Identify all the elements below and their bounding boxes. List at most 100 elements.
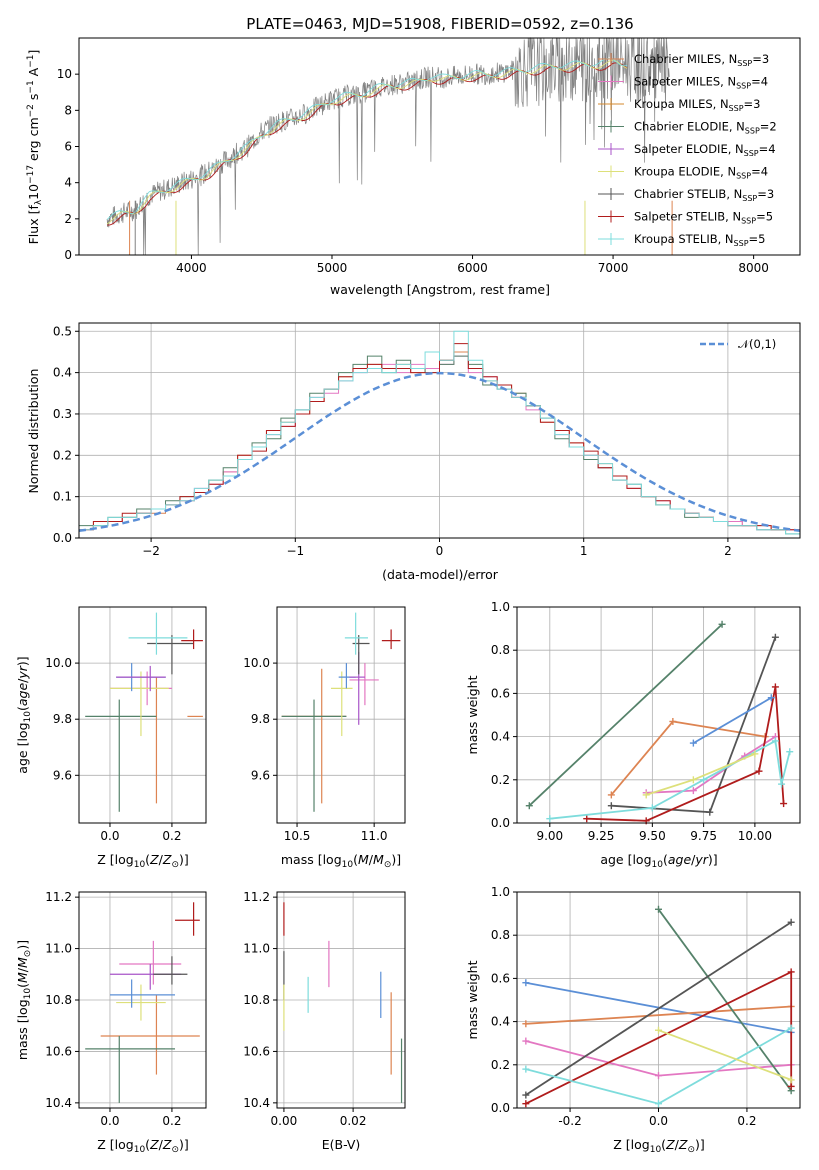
y-tick-label: 10.4: [243, 1096, 270, 1110]
gaussian-legend-label: 𝒩(0,1): [738, 337, 776, 351]
x-tick-label: 0.2: [162, 1114, 181, 1128]
error-bar: [85, 1036, 176, 1103]
y-tick-label: 0.0: [491, 816, 510, 830]
error-bar: [153, 956, 188, 985]
error-bar: [109, 671, 169, 737]
y-tick-label: 0: [64, 248, 72, 262]
weight-line: [658, 1029, 792, 1081]
weight-marker: [787, 1076, 795, 1084]
y-tick-label: 1.0: [491, 885, 510, 899]
weight-marker: [787, 968, 795, 976]
x-tick-label: 10.00: [738, 829, 772, 843]
spectrum-model-line: [106, 58, 628, 220]
weight-marker: [751, 750, 759, 758]
y-tick-label: 0.8: [491, 928, 510, 942]
error-bar: [381, 629, 401, 650]
y-tick-label: 9.6: [53, 768, 72, 782]
wZ-xlabel: Z [log10(Z/Z⊙)]: [613, 1137, 705, 1155]
weight-marker: [787, 918, 795, 926]
weight-marker: [700, 776, 708, 784]
figure-title: PLATE=0463, MJD=51908, FIBERID=0592, z=0…: [246, 15, 633, 33]
error-bar: [349, 663, 379, 706]
x-tick-label: 0.2: [737, 1114, 756, 1128]
x-tick-label: −1: [286, 544, 304, 558]
error-bar: [147, 635, 194, 675]
error-bar: [155, 677, 203, 804]
spectrum-legend: Chabrier MILES, NSSP=3 Salpeter MILES, NS…: [598, 52, 777, 248]
spectrum-ylabel: Flux [fλ10−17 erg cm−2 s−1 A−1]: [26, 50, 44, 245]
y-tick-label: 0.2: [491, 1058, 510, 1072]
wAge-xlabel: age [log10(age/yr)]: [600, 852, 717, 870]
weight-marker: [607, 791, 615, 799]
legend-label: Kroupa ELODIE, NSSP=4: [634, 165, 768, 181]
legend-label: Chabrier MILES, NSSP=3: [634, 52, 769, 68]
weight-marker: [522, 979, 530, 987]
y-tick-label: 10.4: [45, 1096, 72, 1110]
weight-line: [525, 921, 792, 1096]
weight-marker: [771, 737, 779, 745]
y-tick-label: 0.8: [491, 643, 510, 657]
mZ-ylabel: mass [log10(M/M⊙)]: [15, 940, 33, 1060]
x-tick-label: 9.00: [536, 829, 563, 843]
y-tick-label: 11.0: [45, 942, 72, 956]
gaussian-legend: 𝒩(0,1): [700, 337, 776, 351]
legend-label: Chabrier STELIB, NSSP=3: [634, 187, 774, 203]
weight-marker: [655, 1072, 662, 1080]
legend-label: Kroupa STELIB, NSSP=5: [634, 232, 765, 248]
weight-marker: [655, 905, 662, 913]
weight-marker: [755, 767, 763, 775]
y-tick-label: 0.6: [491, 686, 510, 700]
mZ-xlabel: Z [log10(Z/Z⊙)]: [97, 1137, 189, 1155]
y-tick-label: 0.0: [53, 531, 72, 545]
weight-marker: [583, 815, 591, 823]
error-bar: [109, 979, 176, 1008]
y-tick-label: 1.0: [491, 600, 510, 614]
legend-label: Salpeter MILES, NSSP=4: [634, 75, 768, 91]
x-tick-label: 7000: [598, 261, 629, 275]
weight-marker: [787, 1082, 795, 1090]
wZ-ylabel: mass weight: [465, 960, 480, 1039]
weight-line: [692, 696, 772, 744]
weight-marker: [718, 620, 726, 628]
weight-marker: [655, 1026, 662, 1034]
y-tick-label: 6: [64, 140, 72, 154]
legend-label: Chabrier ELODIE, NSSP=2: [634, 120, 777, 136]
y-tick-label: 0.2: [53, 448, 72, 462]
weight-marker: [522, 1100, 530, 1108]
weight-line: [646, 735, 776, 794]
histogram-step: [78, 330, 800, 538]
y-tick-label: 4: [64, 176, 72, 190]
x-tick-label: 8000: [738, 261, 769, 275]
y-tick-label: 10.0: [45, 656, 72, 670]
ageZ-xlabel: Z [log10(Z/Z⊙)]: [97, 852, 189, 870]
x-tick-label: 0.0: [100, 1114, 119, 1128]
weight-marker: [771, 633, 779, 641]
x-tick-label: 5000: [317, 261, 348, 275]
x-tick-label: 10.5: [284, 829, 311, 843]
x-tick-label: 9.50: [639, 829, 666, 843]
x-tick-label: 9.75: [690, 829, 717, 843]
mE-xlabel: E(B-V): [322, 1137, 361, 1152]
weight-vs-age-panel: 9.00 9.25 9.50 9.75 10.000.00.20.40.60.81.0 …: [465, 600, 801, 870]
weight-marker: [689, 776, 697, 784]
weight-marker: [787, 1024, 795, 1032]
weight-marker: [522, 1037, 530, 1045]
x-tick-label: 1: [580, 544, 588, 558]
x-tick-label: 0.02: [340, 1114, 367, 1128]
x-tick-label: 11.0: [361, 829, 388, 843]
y-tick-label: 11.2: [243, 890, 270, 904]
weight-line: [525, 1005, 792, 1025]
weight-line: [657, 908, 792, 1092]
y-tick-label: 9.8: [251, 712, 270, 726]
legend-label: Salpeter ELODIE, NSSP=4: [634, 142, 776, 158]
weight-line: [645, 753, 756, 796]
age-vs-mass-panel: 10.5 11.0 9.6 9.8 10.0 mass [log10(M/M⊙)]: [243, 606, 406, 870]
residual-panel: −2 −1 0 1 2 0.0 0.1 0.2 0.3 0.4 0.5 𝒩(0,1) (data-m…: [26, 322, 801, 582]
weight-marker: [655, 1100, 662, 1108]
weight-marker: [546, 815, 554, 823]
x-tick-label: 0: [436, 544, 444, 558]
y-tick-label: 9.8: [53, 712, 72, 726]
ageM-xlabel: mass [log10(M/M⊙)]: [281, 852, 401, 870]
weight-vs-metallicity-panel: -0.2 0.0 0.2 0.0 0.2 0.4 0.6 0.8 1.0 Z [log10(Z/…: [465, 885, 801, 1155]
